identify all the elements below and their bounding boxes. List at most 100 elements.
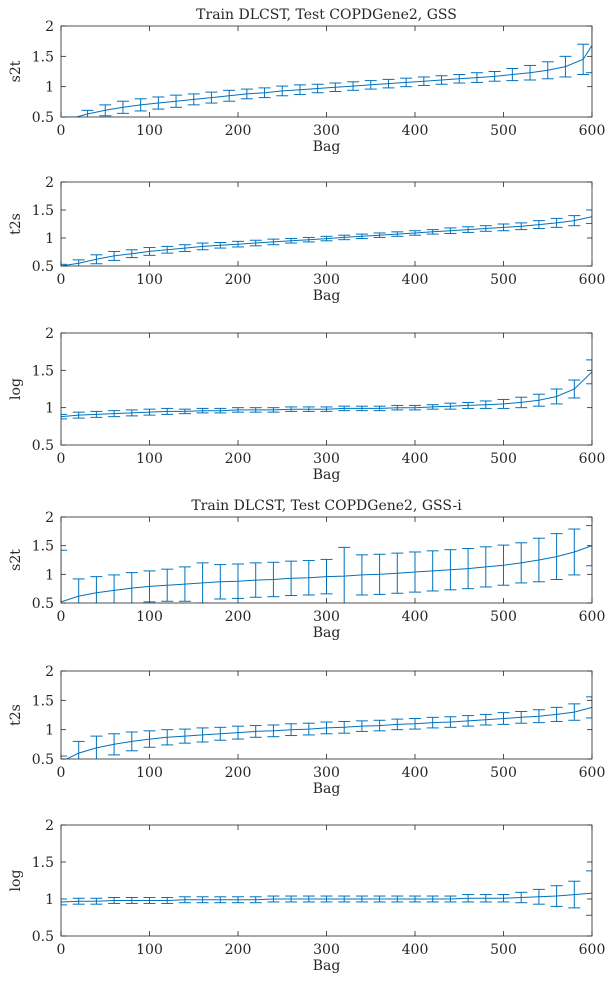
chart-title: Train DLCST, Test COPDGene2, GSS-i bbox=[191, 498, 462, 514]
x-tick-label: 200 bbox=[225, 942, 252, 958]
x-tick-label: 500 bbox=[490, 451, 517, 467]
series-group bbox=[61, 870, 592, 916]
x-tick-label: 500 bbox=[490, 609, 517, 625]
series-group bbox=[61, 525, 592, 603]
y-tick-label: 1 bbox=[45, 80, 54, 96]
x-tick-label: 0 bbox=[57, 272, 66, 288]
y-axis-label: log bbox=[8, 378, 24, 400]
series-group bbox=[63, 26, 592, 117]
x-tick-label: 200 bbox=[225, 272, 252, 288]
y-axis-label: t2s bbox=[8, 704, 24, 726]
series-group bbox=[61, 696, 592, 759]
y-tick-label: 2 bbox=[45, 818, 54, 834]
axes-frame bbox=[60, 25, 593, 118]
x-axis-label: Bag bbox=[313, 781, 341, 797]
y-tick-label: 1.5 bbox=[32, 693, 54, 709]
x-tick-label: 600 bbox=[579, 942, 606, 958]
y-tick-label: 0.5 bbox=[32, 259, 54, 275]
x-tick-label: 100 bbox=[136, 942, 163, 958]
x-tick-label: 600 bbox=[579, 609, 606, 625]
y-axis-label: t2s bbox=[8, 213, 24, 235]
y-tick-label: 2 bbox=[45, 664, 54, 680]
x-tick-label: 0 bbox=[57, 942, 66, 958]
x-tick-label: 100 bbox=[136, 451, 163, 467]
y-tick-label: 1 bbox=[45, 401, 54, 417]
chart-panel-4: Train DLCST, Test COPDGene2, GSS-i0 100 20… bbox=[8, 498, 606, 641]
x-tick-label: 100 bbox=[136, 123, 163, 139]
chart-panel-5: 0 100 200 300 400 500 600 0.5 1 1.5 2 Bag t2s bbox=[8, 664, 605, 797]
x-axis-label: Bag bbox=[313, 139, 341, 155]
x-tick-label: 600 bbox=[579, 272, 606, 288]
x-tick-label: 500 bbox=[490, 942, 517, 958]
x-tick-label: 300 bbox=[313, 942, 340, 958]
y-tick-label: 0.5 bbox=[32, 438, 54, 454]
x-tick-label: 400 bbox=[402, 765, 429, 781]
x-tick-label: 0 bbox=[57, 451, 66, 467]
x-axis-label: Bag bbox=[313, 288, 341, 304]
chart-panel-1: Train DLCST, Test COPDGene2, GSS 0 100 200 3… bbox=[8, 7, 605, 155]
y-tick-label: 0.5 bbox=[32, 596, 54, 612]
y-tick-label: 2 bbox=[45, 175, 54, 191]
x-tick-label: 500 bbox=[490, 765, 517, 781]
x-tick-label: 300 bbox=[313, 765, 340, 781]
chart-panel-6: 0 100 200 300 400 500 600 0.5 1 1.5 2 Bag log bbox=[8, 818, 605, 974]
x-tick-label: 500 bbox=[490, 123, 517, 139]
series-line bbox=[74, 45, 592, 117]
x-axis-label: Bag bbox=[313, 625, 341, 641]
y-tick-label: 2 bbox=[45, 19, 54, 35]
y-tick-label: 1.5 bbox=[32, 539, 54, 555]
y-tick-label: 1.5 bbox=[32, 49, 54, 65]
x-tick-label: 100 bbox=[136, 765, 163, 781]
x-tick-label: 200 bbox=[225, 609, 252, 625]
x-tick-label: 0 bbox=[57, 765, 66, 781]
x-axis-label: Bag bbox=[313, 958, 341, 974]
x-tick-label: 200 bbox=[225, 451, 252, 467]
y-tick-label: 1 bbox=[45, 892, 54, 908]
x-tick-label: 0 bbox=[57, 123, 66, 139]
series-group bbox=[61, 209, 592, 266]
x-tick-label: 600 bbox=[579, 451, 606, 467]
y-axis-label: s2t bbox=[8, 60, 24, 82]
x-tick-label: 0 bbox=[57, 609, 66, 625]
y-axis-label: log bbox=[8, 870, 24, 892]
y-tick-label: 1.5 bbox=[32, 203, 54, 219]
x-tick-label: 500 bbox=[490, 272, 517, 288]
chart-panel-2: 0 100 200 300 400 500 600 0.5 1 1.5 2 Bag t2s bbox=[8, 175, 605, 304]
y-tick-label: 1.5 bbox=[32, 363, 54, 379]
axes-frame bbox=[60, 824, 593, 937]
axes-frame bbox=[60, 181, 593, 267]
y-tick-label: 2 bbox=[45, 326, 54, 342]
x-tick-label: 600 bbox=[579, 123, 606, 139]
x-tick-label: 100 bbox=[136, 609, 163, 625]
series-group bbox=[61, 359, 592, 420]
x-tick-label: 300 bbox=[313, 272, 340, 288]
y-tick-label: 1.5 bbox=[32, 855, 54, 871]
y-tick-label: 0.5 bbox=[32, 752, 54, 768]
x-tick-label: 400 bbox=[402, 609, 429, 625]
axes-frame bbox=[60, 670, 593, 760]
y-tick-label: 2 bbox=[45, 510, 54, 526]
y-tick-label: 1 bbox=[45, 723, 54, 739]
y-axis-label: s2t bbox=[8, 549, 24, 571]
y-tick-label: 1 bbox=[45, 567, 54, 583]
x-tick-label: 200 bbox=[225, 123, 252, 139]
series-line bbox=[65, 706, 592, 759]
x-tick-label: 300 bbox=[313, 609, 340, 625]
axes-frame bbox=[60, 516, 593, 604]
x-tick-label: 100 bbox=[136, 272, 163, 288]
x-tick-label: 200 bbox=[225, 765, 252, 781]
x-tick-label: 400 bbox=[402, 123, 429, 139]
x-tick-label: 600 bbox=[579, 765, 606, 781]
x-tick-label: 300 bbox=[313, 123, 340, 139]
x-tick-label: 400 bbox=[402, 272, 429, 288]
x-tick-label: 300 bbox=[313, 451, 340, 467]
chart-title: Train DLCST, Test COPDGene2, GSS bbox=[196, 7, 457, 23]
y-tick-label: 0.5 bbox=[32, 110, 54, 126]
axes-frame bbox=[60, 332, 593, 446]
y-tick-label: 1 bbox=[45, 231, 54, 247]
x-tick-label: 400 bbox=[402, 451, 429, 467]
y-tick-label: 0.5 bbox=[32, 929, 54, 945]
x-tick-label: 400 bbox=[402, 942, 429, 958]
series-line bbox=[61, 216, 592, 266]
